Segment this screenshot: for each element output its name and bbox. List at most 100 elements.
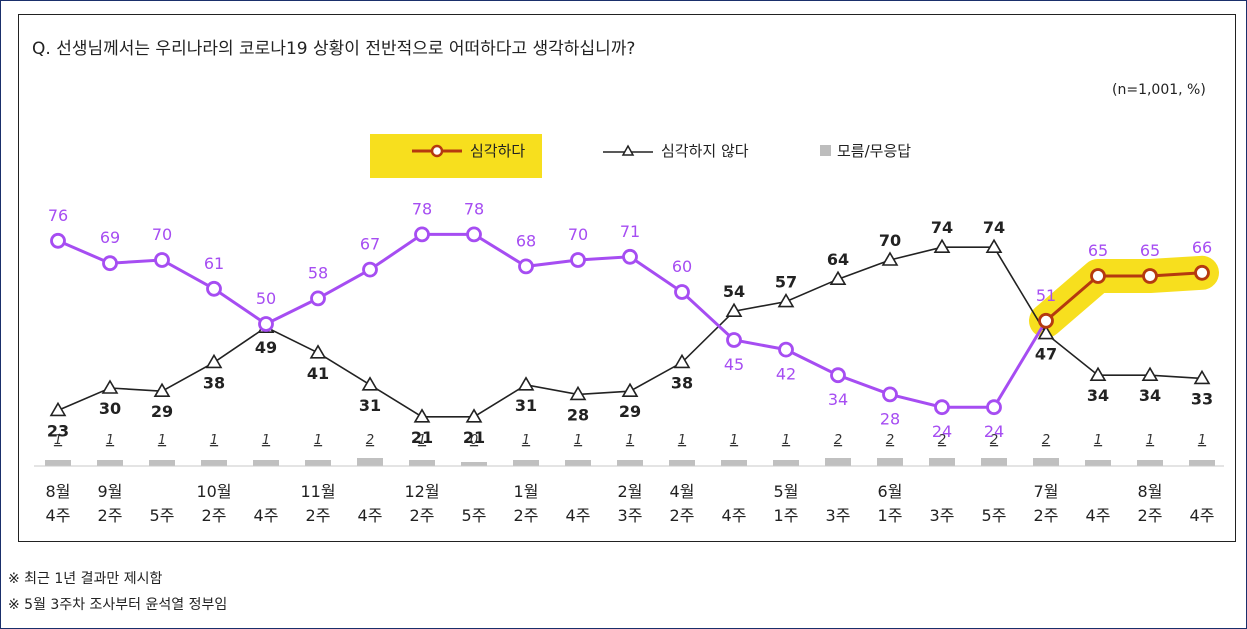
unknown-value-label: 1 <box>522 433 530 448</box>
legend-label-unknown: 모름/무응답 <box>837 142 912 160</box>
not-serious-value-label: 31 <box>515 396 537 415</box>
serious-series-line-latest <box>1045 271 1203 322</box>
x-tick-month-label: 9월 <box>98 482 123 501</box>
not-serious-point <box>153 382 171 398</box>
not-serious-value-label: 41 <box>307 364 329 383</box>
unknown-value-label: 1 <box>158 433 166 448</box>
serious-point <box>518 258 534 275</box>
unknown-bar <box>45 460 71 466</box>
unknown-bar <box>1137 460 1163 466</box>
serious-value-label: 76 <box>48 206 68 225</box>
unknown-value-label: 1 <box>262 433 270 448</box>
not-serious-value-label: 23 <box>47 421 69 440</box>
not-serious-point <box>673 353 691 369</box>
serious-point <box>310 290 326 307</box>
highlight-band <box>1029 255 1219 338</box>
sample-size-note: (n=1,001, %) <box>1112 82 1206 98</box>
unknown-value-label: 0 <box>470 433 478 448</box>
x-tick-week-label: 2주 <box>306 506 331 525</box>
serious-value-label: 51 <box>1036 286 1056 305</box>
unknown-value-label: 1 <box>314 433 322 448</box>
unknown-bar <box>513 460 539 466</box>
not-serious-value-label: 74 <box>931 218 953 237</box>
not-serious-point <box>361 376 379 391</box>
serious-point <box>882 386 898 403</box>
x-tick-week-label: 2주 <box>1034 506 1059 525</box>
x-tick-week-label: 3주 <box>618 506 643 525</box>
serious-value-label: 65 <box>1088 241 1108 260</box>
unknown-value-label: 1 <box>730 433 738 448</box>
unknown-value-label: 2 <box>366 433 374 448</box>
serious-point <box>830 367 846 384</box>
serious-point <box>674 284 690 300</box>
serious-value-label: 66 <box>1192 238 1212 257</box>
not-serious-point <box>569 385 587 401</box>
legend-serious-marker-icon <box>412 144 462 157</box>
not-serious-point <box>1193 369 1211 385</box>
serious-value-label: 78 <box>464 199 484 218</box>
not-serious-value-label: 29 <box>619 402 641 421</box>
not-serious-point <box>205 353 223 369</box>
x-tick-month-label: 8월 <box>1138 482 1163 501</box>
footnote-1: ※ 최근 1년 결과만 제시함 <box>8 571 163 587</box>
unknown-bar <box>149 460 175 466</box>
unknown-value-label: 2 <box>1042 433 1050 448</box>
legend-label-serious: 심각하다 <box>470 142 526 160</box>
legend-highlight <box>370 134 542 178</box>
legend-unknown-square-icon <box>820 145 831 156</box>
legend-item-unknown: 모름/무응답 <box>820 140 911 161</box>
not-serious-point <box>309 344 327 359</box>
not-serious-value-label: 30 <box>99 399 121 418</box>
serious-value-label: 70 <box>152 225 172 244</box>
x-tick-week-label: 2주 <box>670 506 695 525</box>
serious-value-label: 67 <box>360 235 380 254</box>
not-serious-point <box>49 401 67 417</box>
not-serious-point <box>465 408 483 423</box>
not-serious-value-label: 74 <box>983 218 1005 237</box>
not-serious-point <box>1141 366 1159 382</box>
unknown-bar <box>1033 458 1059 466</box>
not-serious-value-label: 29 <box>151 402 173 421</box>
unknown-value-label: 2 <box>834 433 842 448</box>
unknown-bar <box>825 458 851 466</box>
not-serious-value-label: 21 <box>463 428 485 447</box>
x-tick-month-label: 4월 <box>670 482 695 501</box>
serious-point <box>414 226 430 243</box>
not-serious-value-label: 34 <box>1139 386 1161 405</box>
serious-value-label: 68 <box>516 231 536 250</box>
unknown-value-label: 1 <box>210 433 218 448</box>
x-tick-week-label: 2주 <box>410 506 435 525</box>
unknown-bar <box>617 460 643 466</box>
x-tick-month-label: 10월 <box>196 482 231 501</box>
serious-point <box>778 341 794 358</box>
unknown-value-label: 1 <box>54 433 62 448</box>
footnotes: ※ 최근 1년 결과만 제시함 ※ 5월 3주차 조사부터 윤석열 정부임 <box>8 566 227 618</box>
serious-value-label: 78 <box>412 199 432 218</box>
serious-value-label: 28 <box>880 409 900 428</box>
x-tick-week-label: 4주 <box>46 506 71 525</box>
x-tick-week-label: 4주 <box>358 506 383 525</box>
not-serious-value-label: 38 <box>671 373 693 392</box>
serious-value-label: 34 <box>828 390 848 409</box>
unknown-bar <box>461 462 487 466</box>
not-serious-point <box>1037 325 1055 340</box>
not-serious-point <box>777 293 795 308</box>
x-tick-week-label: 2주 <box>1138 506 1163 525</box>
serious-series-line <box>57 232 1048 409</box>
x-tick-week-label: 2주 <box>98 506 123 525</box>
not-serious-point <box>101 379 119 394</box>
serious-point <box>726 332 742 348</box>
not-serious-value-label: 64 <box>827 250 849 269</box>
not-serious-value-label: 38 <box>203 373 225 392</box>
unknown-value-label: 1 <box>418 433 426 448</box>
not-serious-point <box>933 238 951 253</box>
x-tick-month-label: 7월 <box>1034 482 1059 501</box>
not-serious-value-label: 33 <box>1191 389 1213 408</box>
x-tick-month-label: 8월 <box>46 482 71 501</box>
not-serious-point <box>413 408 431 423</box>
not-serious-value-label: 34 <box>1087 386 1109 405</box>
serious-value-label: 70 <box>568 225 588 244</box>
serious-point <box>466 226 482 243</box>
not-serious-point <box>881 251 899 266</box>
